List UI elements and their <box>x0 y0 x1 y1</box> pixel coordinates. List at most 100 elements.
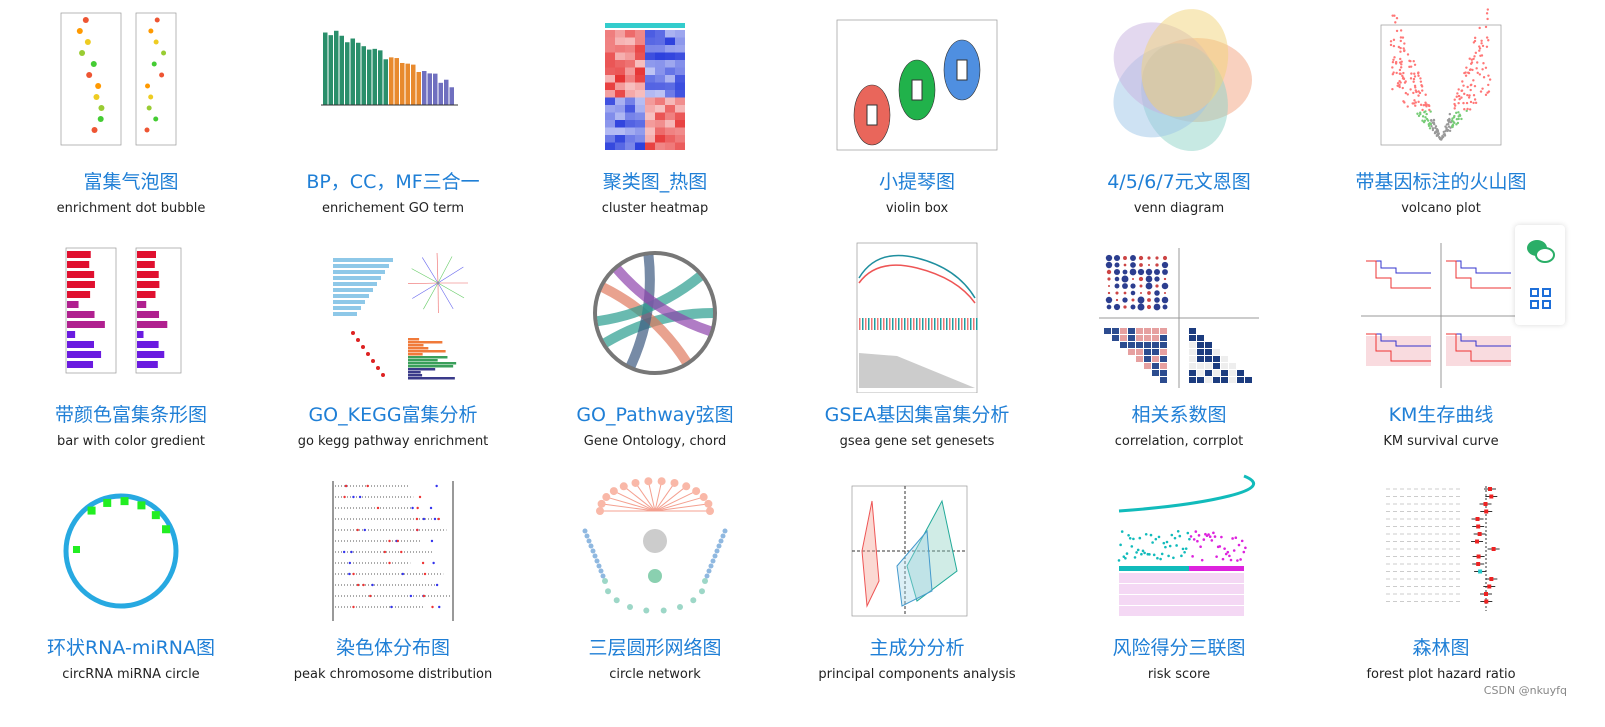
thumb-shape <box>1475 517 1480 521</box>
gallery-item[interactable]: 相关系数图 correlation, corrplot <box>1048 238 1310 451</box>
item-title[interactable]: 主成分分析 <box>869 637 965 659</box>
thumb-shape <box>401 572 405 576</box>
thumb-shape <box>1414 104 1417 107</box>
gallery-item[interactable]: 三层圆形网络图 circle network <box>524 471 786 684</box>
gallery-item[interactable]: BP，CC，MF三合一 enrichement GO term <box>262 5 524 218</box>
thumbnail[interactable] <box>555 238 755 393</box>
gallery-item[interactable]: 森林图 forest plot hazard ratio <box>1310 471 1572 684</box>
thumb-shape <box>1412 77 1416 81</box>
item-title[interactable]: 带颜色富集条形图 <box>54 404 207 426</box>
thumb-shape <box>1136 356 1143 362</box>
thumb-shape <box>153 39 159 45</box>
thumb-shape <box>400 550 403 554</box>
thumb-shape <box>625 112 635 120</box>
gallery-item[interactable]: 环状RNA-miRNA图 circRNA miRNA circle <box>0 471 262 684</box>
thumb-shape <box>665 37 675 45</box>
thumb-shape <box>1366 333 1431 347</box>
gallery-item[interactable]: 小提琴图 violin box <box>786 5 1048 218</box>
item-title[interactable]: GSEA基因集富集分析 <box>824 404 1010 426</box>
thumbnail[interactable] <box>293 471 493 626</box>
gallery-item[interactable]: 聚类图_热图 cluster heatmap <box>524 5 786 218</box>
thumb-shape <box>137 501 146 510</box>
thumbnail[interactable] <box>817 238 1017 393</box>
thumbnail[interactable] <box>31 471 231 626</box>
thumb-shape <box>911 79 923 101</box>
item-title[interactable]: 三层圆形网络图 <box>588 637 722 659</box>
thumbnail[interactable] <box>817 5 1017 160</box>
item-title[interactable]: 相关系数图 <box>1131 404 1227 426</box>
thumb-shape <box>665 67 675 75</box>
item-title[interactable]: 4/5/6/7元文恩图 <box>1107 171 1251 193</box>
item-title[interactable]: 森林图 <box>1412 637 1470 659</box>
thumb-shape <box>665 127 675 135</box>
thumb-shape <box>1156 556 1159 560</box>
thumb-shape <box>1115 298 1119 302</box>
gallery-item[interactable]: GSEA基因集富集分析 gsea gene set genesets <box>786 238 1048 451</box>
thumb-shape <box>1417 94 1420 97</box>
gallery-item[interactable]: 4/5/6/7元文恩图 venn diagram <box>1048 5 1310 218</box>
thumb-shape <box>363 528 367 532</box>
thumbnail[interactable] <box>555 471 755 626</box>
thumbnail[interactable] <box>1341 238 1541 393</box>
gallery-item[interactable]: 带颜色富集条形图 bar with color gredient <box>0 238 262 451</box>
thumb-shape <box>1457 88 1460 91</box>
thumbnail[interactable] <box>1341 471 1541 626</box>
thumbnail[interactable] <box>293 238 493 393</box>
item-title[interactable]: 环状RNA-miRNA图 <box>46 637 216 659</box>
item-title[interactable]: KM生存曲线 <box>1388 404 1494 426</box>
thumbnail[interactable] <box>555 5 755 160</box>
wechat-icon[interactable] <box>1527 240 1555 263</box>
gallery-item[interactable]: 风险得分三联图 risk score <box>1048 471 1310 684</box>
item-title[interactable]: 染色体分布图 <box>335 637 450 659</box>
item-title[interactable]: BP，CC，MF三合一 <box>306 171 480 193</box>
thumbnail[interactable] <box>817 471 1017 626</box>
thumb-shape <box>1145 275 1153 283</box>
thumbnail[interactable] <box>1079 471 1279 626</box>
gallery-item[interactable]: KM生存曲线 KM survival curve <box>1310 238 1572 451</box>
gallery-item[interactable]: GO_Pathway弦图 Gene Ontology, chord <box>524 238 786 451</box>
thumb-shape <box>1231 537 1234 540</box>
thumbnail[interactable] <box>1079 238 1279 393</box>
thumb-shape <box>665 112 675 120</box>
qr-icon[interactable] <box>1530 288 1551 309</box>
thumb-shape <box>1393 56 1396 59</box>
thumb-shape <box>67 261 90 268</box>
gallery-item[interactable]: 主成分分析 principal components analysis <box>786 471 1048 684</box>
item-title[interactable]: 富集气泡图 <box>83 171 179 193</box>
thumb-shape <box>1393 14 1396 17</box>
gallery-item[interactable]: GO_KEGG富集分析 go kegg pathway enrichment <box>262 238 524 451</box>
gallery-item[interactable]: 富集气泡图 enrichment dot bubble <box>0 5 262 218</box>
thumb-shape <box>1205 363 1212 369</box>
thumb-shape <box>1118 474 1256 513</box>
item-title[interactable]: GO_Pathway弦图 <box>576 404 734 426</box>
thumb-shape <box>1161 261 1169 269</box>
thumb-shape <box>1435 127 1439 131</box>
thumb-shape <box>1473 39 1477 43</box>
thumb-shape <box>412 282 439 299</box>
thumb-shape <box>91 127 98 133</box>
item-title[interactable]: 带基因标注的火山图 <box>1355 171 1527 193</box>
thumbnail[interactable] <box>31 238 231 393</box>
thumb-shape <box>1137 268 1145 276</box>
thumb-shape <box>1130 304 1136 310</box>
thumb-shape <box>597 499 606 508</box>
thumb-shape <box>1484 599 1489 604</box>
thumbnail[interactable] <box>31 5 231 160</box>
item-subtitle: risk score <box>1147 667 1211 682</box>
item-title[interactable]: 聚类图_热图 <box>602 171 708 193</box>
thumb-shape <box>665 45 675 53</box>
item-subtitle: forest plot hazard ratio <box>1366 667 1516 682</box>
item-title[interactable]: GO_KEGG富集分析 <box>308 404 478 426</box>
thumbnail[interactable] <box>293 5 493 160</box>
thumb-shape <box>358 495 362 499</box>
thumb-shape <box>356 528 359 532</box>
gallery-item[interactable]: 染色体分布图 peak chromosome distribution <box>262 471 524 684</box>
thumbnail[interactable] <box>1079 5 1279 160</box>
gallery-item[interactable]: 带基因标注的火山图 volcano plot <box>1310 5 1572 218</box>
item-subtitle: volcano plot <box>1401 201 1481 216</box>
item-title[interactable]: 风险得分三联图 <box>1112 637 1246 659</box>
thumb-shape <box>1468 108 1472 111</box>
item-title[interactable]: 小提琴图 <box>878 171 955 193</box>
thumbnail[interactable] <box>1341 5 1541 160</box>
thumb-shape <box>416 71 421 105</box>
